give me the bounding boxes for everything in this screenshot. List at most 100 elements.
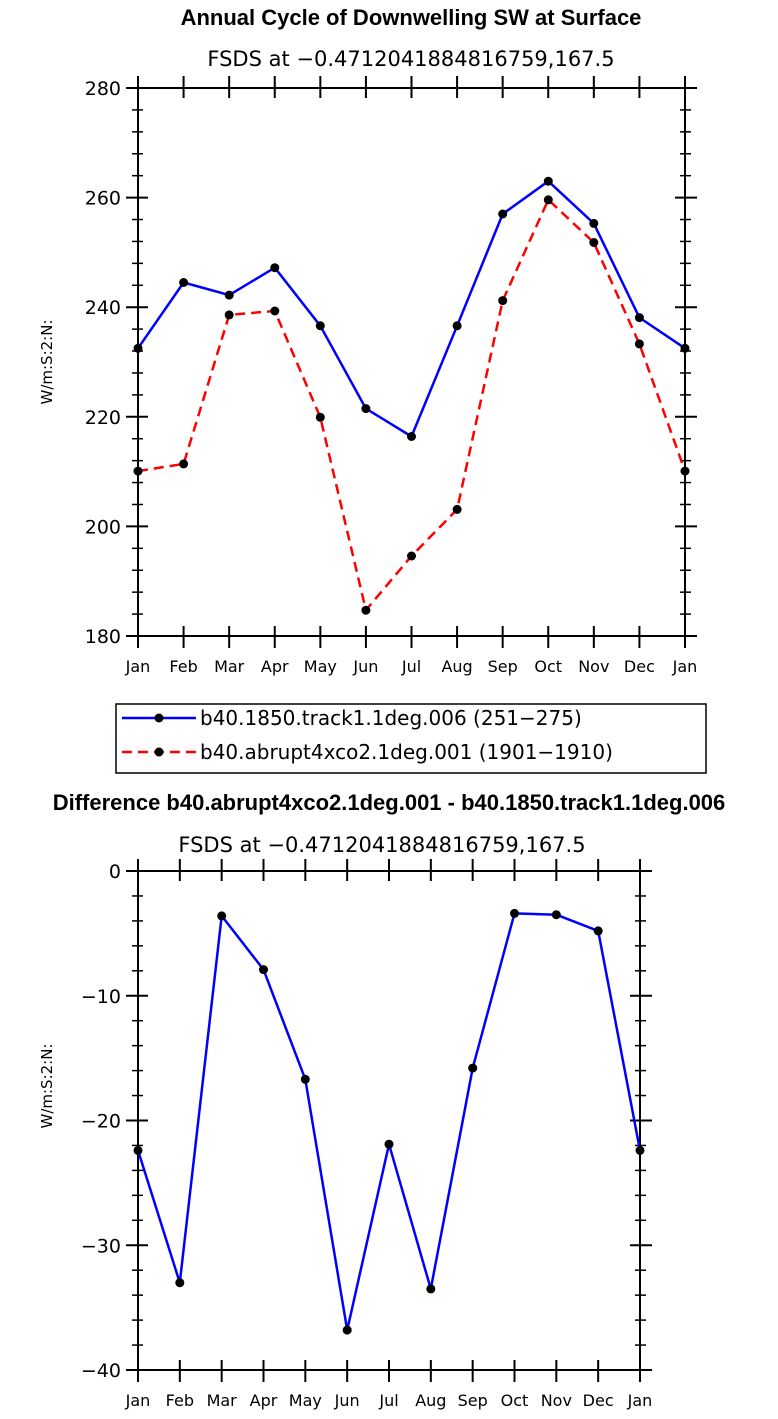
series-1-point — [300, 1074, 310, 1084]
x-tick-label: Apr — [261, 657, 289, 676]
y-tick-label: −10 — [81, 986, 121, 1008]
x-tick-label: Oct — [501, 1391, 529, 1410]
x-tick-label: Jan — [125, 657, 151, 676]
x-tick-label: Jan — [672, 657, 698, 676]
legend-label-series-2: b40.abrupt4xco2.1deg.001 (1901−1910) — [200, 740, 613, 764]
x-tick-label: May — [304, 657, 337, 676]
series-2-point — [407, 551, 416, 561]
x-tick-label: Nov — [541, 1391, 572, 1410]
series-1-line — [136, 912, 642, 1332]
chart2-x-tick-labels: Jan Feb Mar Apr May Jun Jul Aug Sep Oct Nov Dec Jan — [125, 1391, 653, 1410]
series-1-point — [468, 1063, 478, 1073]
chart2-plot-frame — [137, 870, 641, 1371]
x-tick-label: Jun — [352, 657, 378, 676]
chart1-title: Annual Cycle of Downwelling SW at Surfac… — [181, 5, 642, 30]
series-1-point — [680, 343, 690, 353]
series-1-point — [452, 321, 462, 331]
x-tick-label: Oct — [534, 657, 562, 676]
series-2-point — [589, 238, 599, 247]
x-tick-label: Jan — [125, 1391, 151, 1410]
series-2-point — [543, 195, 553, 205]
y-tick-label: −40 — [81, 1360, 121, 1382]
y-tick-label: 260 — [85, 188, 121, 210]
series-2-point — [361, 605, 371, 615]
chart1-series — [133, 176, 690, 615]
x-tick-label: Feb — [169, 657, 197, 676]
legend-marker-series-2 — [154, 747, 164, 757]
series-2-point — [179, 459, 189, 469]
series-1-point — [593, 926, 603, 936]
x-tick-label: Jun — [334, 1391, 360, 1410]
y-tick-label: −20 — [81, 1111, 121, 1133]
x-tick-label: Feb — [166, 1391, 194, 1410]
x-tick-label: Mar — [207, 1391, 238, 1410]
series-1-point — [510, 908, 519, 918]
series-1-point — [426, 1284, 436, 1294]
series-1-point — [133, 343, 143, 353]
chart2-title: Difference b40.abrupt4xco2.1deg.001 - b4… — [53, 790, 726, 815]
legend-label-series-1: b40.1850.track1.1deg.006 (251−275) — [200, 706, 582, 730]
chart2-ylabel: W/m:S:2:N: — [38, 1044, 56, 1129]
series-1-point — [407, 432, 416, 441]
chart2-series — [133, 908, 645, 1335]
series-2-point — [270, 306, 280, 316]
series-1-line — [136, 179, 686, 438]
x-tick-label: Aug — [441, 657, 472, 676]
series-2-line — [137, 198, 687, 612]
x-tick-label: Jul — [378, 1391, 398, 1410]
chart1-subtitle: FSDS at −0.4712041884816759,167.5 — [207, 47, 614, 71]
series-1-point — [133, 1145, 143, 1155]
series-1-point — [543, 176, 553, 186]
series-1-point — [634, 313, 644, 323]
x-tick-label: Apr — [250, 1391, 278, 1410]
series-1-point — [259, 965, 268, 975]
chart1-x-tick-labels: Jan Feb Mar Apr May Jun Jul Aug Sep Oct Nov Dec Jan — [125, 657, 698, 676]
chart2-y-tick-labels: −40 −30 −20 −10 0 — [81, 861, 121, 1382]
chart1-ticks — [126, 76, 697, 648]
x-tick-label: Jul — [401, 657, 421, 676]
series-2-point — [680, 466, 690, 476]
series-2-point — [224, 310, 234, 320]
series-1-point — [179, 278, 189, 287]
series-1-point — [270, 263, 280, 273]
x-tick-label: Sep — [488, 657, 518, 676]
series-1-point — [224, 290, 234, 300]
x-tick-label: Dec — [624, 657, 655, 676]
x-tick-label: Jan — [627, 1391, 653, 1410]
series-1-point — [498, 209, 508, 219]
x-tick-label: Sep — [458, 1391, 488, 1410]
series-1-point — [342, 1325, 352, 1335]
y-tick-label: 240 — [85, 297, 121, 319]
x-tick-label: Mar — [214, 657, 245, 676]
y-tick-label: 0 — [109, 861, 121, 883]
y-tick-label: 180 — [85, 626, 121, 648]
x-tick-label: Aug — [415, 1391, 446, 1410]
series-1-point — [315, 321, 325, 331]
y-tick-label: 200 — [85, 516, 121, 538]
series-1-point — [551, 910, 561, 920]
legend-marker-series-1 — [154, 713, 164, 723]
chart2-ticks — [126, 859, 652, 1382]
series-2-point — [452, 504, 462, 514]
difference-chart: Difference b40.abrupt4xco2.1deg.001 - b4… — [38, 790, 725, 1410]
legend-box — [115, 703, 707, 774]
series-1-point — [361, 404, 371, 414]
series-2-point — [315, 412, 325, 422]
y-tick-label: −30 — [81, 1235, 121, 1257]
series-1-point — [384, 1139, 394, 1149]
chart1-y-tick-labels: 180 200 220 240 260 280 — [85, 78, 121, 648]
chart2-subtitle: FSDS at −0.4712041884816759,167.5 — [178, 833, 585, 857]
annual-cycle-chart: Annual Cycle of Downwelling SW at Surfac… — [38, 5, 707, 774]
y-tick-label: 280 — [85, 78, 121, 100]
y-tick-label: 220 — [85, 407, 121, 429]
chart1-legend: b40.1850.track1.1deg.006 (251−275) b40.a… — [115, 703, 707, 774]
series-1-point — [217, 911, 227, 921]
series-2-point — [133, 466, 143, 476]
series-1-point — [175, 1278, 185, 1288]
series-1-point — [589, 218, 599, 228]
series-2-point — [634, 339, 644, 349]
series-2-point — [498, 296, 508, 306]
x-tick-label: Nov — [578, 657, 609, 676]
series-1-point — [635, 1145, 645, 1155]
